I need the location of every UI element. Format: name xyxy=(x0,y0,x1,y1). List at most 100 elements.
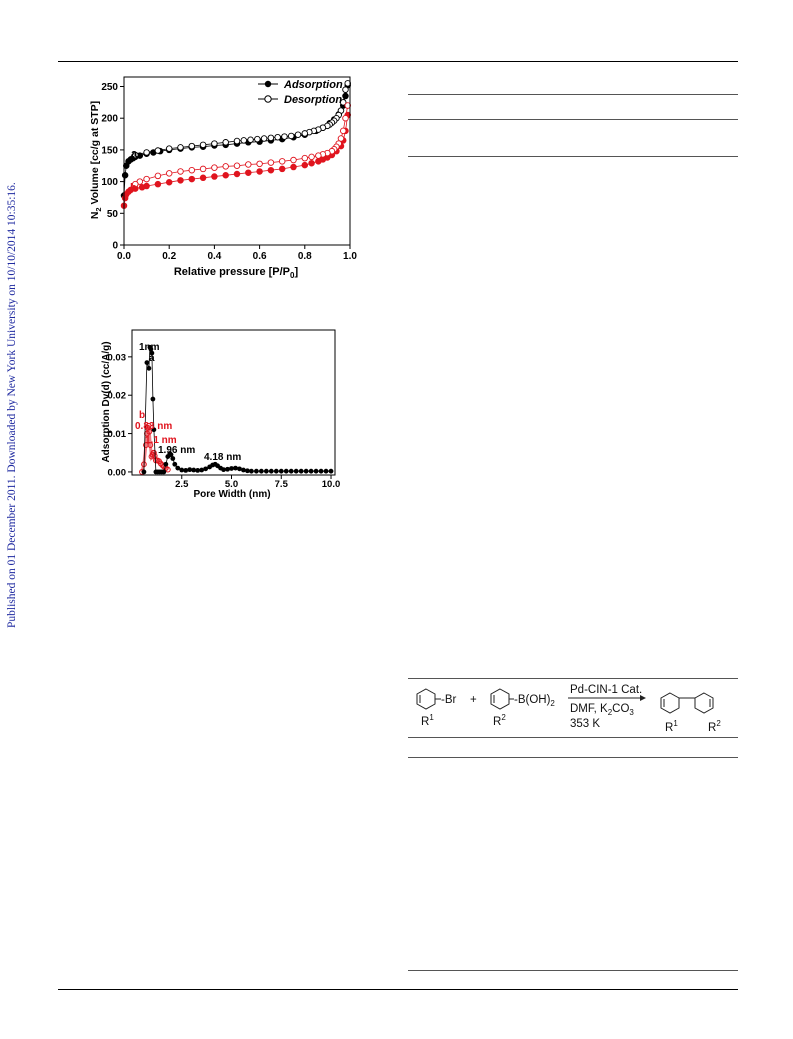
desorption-point xyxy=(301,154,309,162)
series-a-point xyxy=(237,466,242,472)
x-tick-label: 0.2 xyxy=(162,251,176,262)
adsorption-point xyxy=(256,168,263,175)
y-tick-label: 100 xyxy=(101,177,118,188)
y-tick-label: 200 xyxy=(101,114,118,125)
adsorption-point xyxy=(301,161,309,169)
desorption-point xyxy=(301,130,309,137)
series-b-point xyxy=(147,442,154,448)
y-tick-label: 0.00 xyxy=(108,467,127,478)
isotherm-frame xyxy=(123,76,351,246)
series-a-point xyxy=(172,461,178,467)
desorption-point xyxy=(274,133,281,141)
legend-marker-adsorption xyxy=(264,80,272,88)
biphenyl-product-icon xyxy=(660,692,714,714)
adsorption-point xyxy=(278,165,286,173)
plus-sign: + xyxy=(470,694,477,706)
x-tick-label: 1.0 xyxy=(343,251,357,262)
y-tick-label: 0.02 xyxy=(108,391,127,402)
series-a-point xyxy=(170,456,176,461)
desorption-point xyxy=(177,168,184,175)
y-tick-label: 0.01 xyxy=(108,429,127,440)
y-tick-label: 250 xyxy=(101,82,118,93)
header-rule xyxy=(58,61,738,62)
scheme-rule-bottom xyxy=(408,737,738,738)
desorption-point xyxy=(256,160,263,168)
desorption-point xyxy=(339,99,347,106)
download-watermark: Published on 01 December 2011. Downloade… xyxy=(6,182,18,628)
desorption-point xyxy=(290,156,297,164)
x-tick-label: 0.6 xyxy=(253,251,267,262)
desorption-point xyxy=(344,102,351,109)
desorption-point xyxy=(233,137,241,145)
series-a-point xyxy=(313,468,319,474)
isotherm-axes: 0.0 0.2 0.4 0.6 0.8 1.0 0 50 100 150 200 250 xyxy=(101,76,357,262)
adsorption-point xyxy=(233,170,241,178)
y-tick-label: 150 xyxy=(101,145,118,156)
desorption-point xyxy=(240,137,248,144)
pore-xlabel: Pore Width (nm) xyxy=(193,489,270,500)
desorption-point xyxy=(287,132,295,140)
series-a-point xyxy=(148,346,154,352)
series-a-point xyxy=(175,465,181,471)
y-tick-label: 0 xyxy=(112,241,118,252)
series-a-point xyxy=(199,467,205,473)
series-a-point xyxy=(149,350,155,356)
curve-label-b-pore: b xyxy=(139,410,145,421)
reactant-2-benzene-icon xyxy=(490,688,514,710)
desorption-point xyxy=(188,166,196,174)
series-a-point xyxy=(225,466,230,472)
series-a-point xyxy=(278,468,284,474)
pore-ylabel: Adsorption Dv(d) (cc/A/g) xyxy=(101,341,112,462)
desorption-point xyxy=(177,144,184,151)
series-a-point xyxy=(241,467,246,473)
table-rule-5 xyxy=(408,970,738,971)
isotherm-marks xyxy=(120,80,351,209)
series-a-point xyxy=(151,427,157,433)
table-rule-1 xyxy=(408,94,738,95)
reaction-scheme-drawing: -Br R1 + -B(OH)2 R2 Pd-CIN-1 Cat. DMF, K… xyxy=(416,684,721,734)
desorption-point xyxy=(233,162,241,170)
table-rule-4 xyxy=(408,757,738,758)
series-a-point xyxy=(150,396,156,402)
desorption-point xyxy=(278,158,286,165)
conditions-solvent-base: DMF, K2CO3 xyxy=(570,703,634,717)
adsorption-point xyxy=(245,169,252,176)
desorption-point xyxy=(247,136,254,144)
adsorption-point xyxy=(211,173,218,180)
curve-label-b: b xyxy=(130,182,137,194)
series-a-point xyxy=(221,467,226,473)
desorption-point xyxy=(260,135,268,142)
product-r2: R2 xyxy=(708,719,721,734)
isotherm-ylabel: N2 Volume [cc/g at STP] xyxy=(89,101,103,219)
legend-marker-desorption xyxy=(264,95,272,103)
series-a-point xyxy=(249,468,254,474)
peak-label-0-83nm: 0.83 nm xyxy=(135,421,172,432)
desorption-point xyxy=(132,180,139,188)
conditions-temperature: 353 K xyxy=(570,718,600,730)
series-b-point xyxy=(164,466,171,473)
series-a-point xyxy=(229,466,234,471)
x-tick-label: 0.4 xyxy=(207,251,221,262)
adsorption-point xyxy=(222,172,229,179)
reactant-2-r: R2 xyxy=(493,713,506,728)
desorption-point xyxy=(143,175,150,183)
watermark-text: Published on 01 December 2011. Downloade… xyxy=(6,182,18,628)
desorption-point xyxy=(211,140,218,147)
series-a-point xyxy=(263,468,269,474)
desorption-point xyxy=(154,147,162,154)
table-rule-3 xyxy=(408,156,738,157)
desorption-point xyxy=(281,133,288,140)
adsorption-point xyxy=(290,163,297,171)
desorption-point xyxy=(267,134,275,142)
curve-label-a-pore: a xyxy=(149,353,155,364)
series-a-point xyxy=(233,465,238,471)
series-a-point xyxy=(283,468,289,474)
desorption-point xyxy=(339,127,347,135)
table-rule-2 xyxy=(408,119,738,120)
peak-label-1-1nm: 1.1 nm xyxy=(145,435,177,446)
peak-label-4-18nm: 4.18 nm xyxy=(204,452,241,463)
series-b-point xyxy=(157,460,164,467)
series-a-point xyxy=(191,467,197,473)
x-tick-label: 0.0 xyxy=(117,251,131,262)
series-a-point xyxy=(187,467,193,473)
